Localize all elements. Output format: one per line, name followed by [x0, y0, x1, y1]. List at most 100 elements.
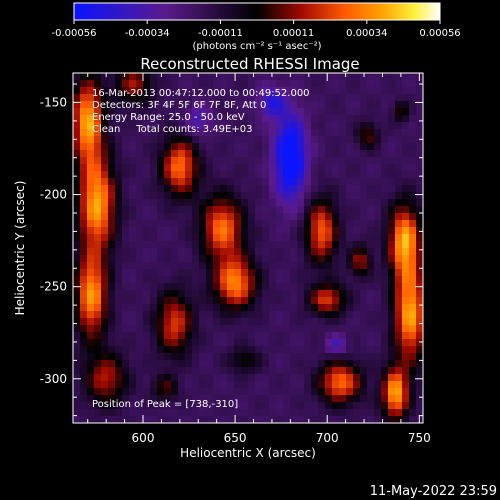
heatmap-cell — [311, 94, 319, 102]
heatmap-cell — [192, 318, 200, 326]
heatmap-cell — [360, 276, 368, 284]
heatmap-cell — [164, 290, 172, 298]
heatmap-cell — [255, 283, 263, 291]
heatmap-cell — [94, 150, 102, 158]
heatmap-cell — [136, 220, 144, 228]
heatmap-cell — [402, 115, 410, 123]
heatmap-cell — [171, 150, 179, 158]
heatmap-cell — [346, 164, 354, 172]
heatmap-cell — [178, 283, 186, 291]
heatmap-cell — [220, 80, 228, 88]
heatmap-cell — [311, 374, 319, 382]
heatmap-cell — [311, 388, 319, 396]
heatmap-cell — [346, 241, 354, 249]
heatmap-cell — [402, 241, 410, 249]
colorbar-unit-label: (photons cm⁻² s⁻¹ asec⁻²) — [192, 41, 321, 52]
heatmap-cell — [157, 122, 165, 130]
heatmap-cell — [171, 192, 179, 200]
heatmap-cell — [73, 269, 81, 277]
heatmap-cell — [311, 164, 319, 172]
heatmap-cell — [416, 276, 423, 284]
heatmap-cell — [199, 122, 207, 130]
axis-ticks: 600 650 700 750-150-200-250-300 — [40, 73, 431, 445]
heatmap-cell — [416, 346, 423, 354]
heatmap-cell — [241, 185, 249, 193]
heatmap-cell — [388, 262, 396, 270]
heatmap-cell — [290, 255, 298, 263]
heatmap-cell — [276, 87, 284, 95]
heatmap-cell — [395, 332, 403, 340]
heatmap-cell — [108, 73, 116, 81]
heatmap-cell — [276, 122, 284, 130]
heatmap-cell — [290, 416, 298, 423]
heatmap-cell — [227, 388, 235, 396]
heatmap-cell — [381, 367, 389, 375]
heatmap-cell — [353, 381, 361, 389]
heatmap-cell — [304, 269, 312, 277]
heatmap-cell — [234, 206, 242, 214]
heatmap-cell — [381, 227, 389, 235]
heatmap-cell — [318, 416, 326, 423]
heatmap-cell — [304, 388, 312, 396]
heatmap-cell — [129, 346, 137, 354]
heatmap-cell — [269, 374, 277, 382]
heatmap-cell — [94, 108, 102, 116]
heatmap-cell — [199, 255, 207, 263]
heatmap-cell — [367, 290, 375, 298]
heatmap-cell — [332, 290, 340, 298]
heatmap-cell — [388, 283, 396, 291]
heatmap-cell — [241, 220, 249, 228]
heatmap-cell — [381, 388, 389, 396]
heatmap-cell — [304, 262, 312, 270]
heatmap-cell — [276, 311, 284, 319]
heatmap-cell — [101, 206, 109, 214]
heatmap-cell — [297, 241, 305, 249]
heatmap-cell — [416, 227, 423, 235]
heatmap-cell — [311, 199, 319, 207]
heatmap-cell — [318, 325, 326, 333]
heatmap-cell — [129, 234, 137, 242]
heatmap-cell — [262, 381, 270, 389]
heatmap-cell — [339, 115, 347, 123]
heatmap-cell — [220, 164, 228, 172]
heatmap-cell — [213, 297, 221, 305]
heatmap-cell — [129, 227, 137, 235]
heatmap-cell — [80, 346, 88, 354]
heatmap-cell — [143, 388, 151, 396]
heatmap-cell — [346, 234, 354, 242]
heatmap-cell — [388, 388, 396, 396]
heatmap-cell — [87, 150, 95, 158]
heatmap-cell — [374, 87, 382, 95]
heatmap-cell — [367, 388, 375, 396]
heatmap-cell — [325, 241, 333, 249]
heatmap-cell — [94, 318, 102, 326]
heatmap-cell — [388, 381, 396, 389]
heatmap-cell — [367, 381, 375, 389]
heatmap-cell — [80, 150, 88, 158]
x-tick-label: 600 — [132, 431, 155, 445]
heatmap-cell — [73, 248, 81, 256]
heatmap-cell — [304, 143, 312, 151]
heatmap-cell — [276, 136, 284, 144]
heatmap-cell — [409, 171, 417, 179]
heatmap-cell — [115, 192, 123, 200]
heatmap-cell — [136, 80, 144, 88]
heatmap-cell — [304, 206, 312, 214]
heatmap-cell — [290, 318, 298, 326]
heatmap-cell — [353, 276, 361, 284]
heatmap-cell — [262, 115, 270, 123]
annotation-block: 16-Mar-2013 00:47:12.000 to 00:49:52.000… — [92, 88, 310, 135]
heatmap-cell — [304, 101, 312, 109]
heatmap-cell — [164, 388, 172, 396]
heatmap-cell — [73, 227, 81, 235]
heatmap-cell — [339, 262, 347, 270]
heatmap-cell — [353, 234, 361, 242]
heatmap-cell — [185, 255, 193, 263]
heatmap-cell — [395, 325, 403, 333]
heatmap-cell — [311, 157, 319, 165]
heatmap-cell — [283, 220, 291, 228]
heatmap-cell — [374, 297, 382, 305]
heatmap-cell — [80, 283, 88, 291]
heatmap-cell — [381, 402, 389, 410]
colorbar-gradient — [73, 2, 441, 21]
